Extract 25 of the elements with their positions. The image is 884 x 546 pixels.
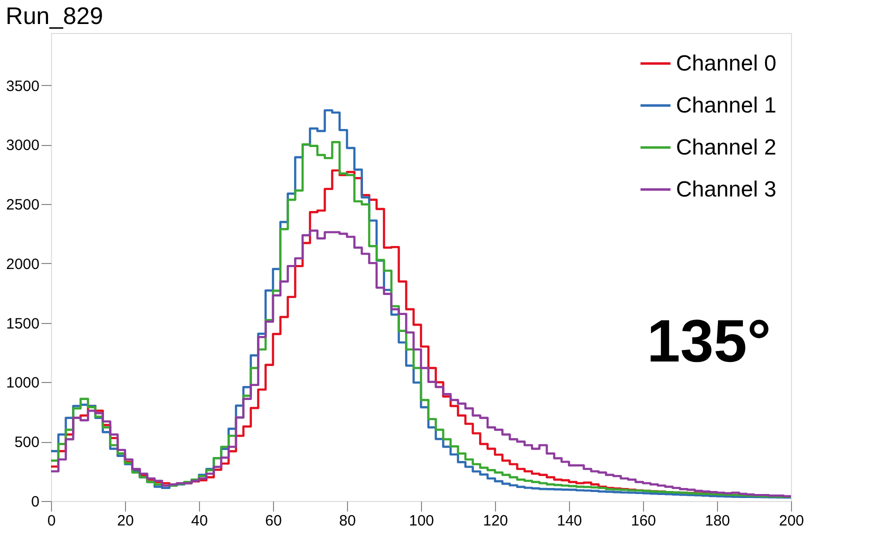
y-tick-label: 500 <box>14 434 40 452</box>
x-tick-label: 0 <box>47 512 56 530</box>
y-tick-label: 2000 <box>6 256 40 273</box>
y-tick-label: 2500 <box>6 196 40 214</box>
x-tick-label: 120 <box>482 512 508 530</box>
legend-label: Channel 2 <box>676 134 776 160</box>
chart-title: Run_829 <box>6 3 104 30</box>
legend-label: Channel 1 <box>676 92 776 118</box>
y-tick-label: 1000 <box>6 374 40 392</box>
y-tick-label: 0 <box>31 494 40 510</box>
y-tick-label: 3000 <box>6 137 40 154</box>
x-tick-label: 180 <box>704 512 730 530</box>
x-tick-label: 100 <box>408 512 434 530</box>
x-tick-label: 200 <box>778 512 804 530</box>
legend-label: Channel 3 <box>676 176 776 202</box>
legend-label: Channel 0 <box>676 50 776 76</box>
y-tick-label: 1500 <box>6 315 40 332</box>
x-tick-label: 20 <box>117 512 134 530</box>
annotation: 135° <box>646 308 771 375</box>
x-tick-label: 140 <box>556 512 582 530</box>
x-tick-label: 60 <box>265 512 282 530</box>
y-tick-label: 3500 <box>6 78 40 95</box>
x-tick-label: 40 <box>191 512 208 530</box>
x-tick-label: 160 <box>630 512 656 530</box>
x-tick-label: 80 <box>339 512 356 530</box>
